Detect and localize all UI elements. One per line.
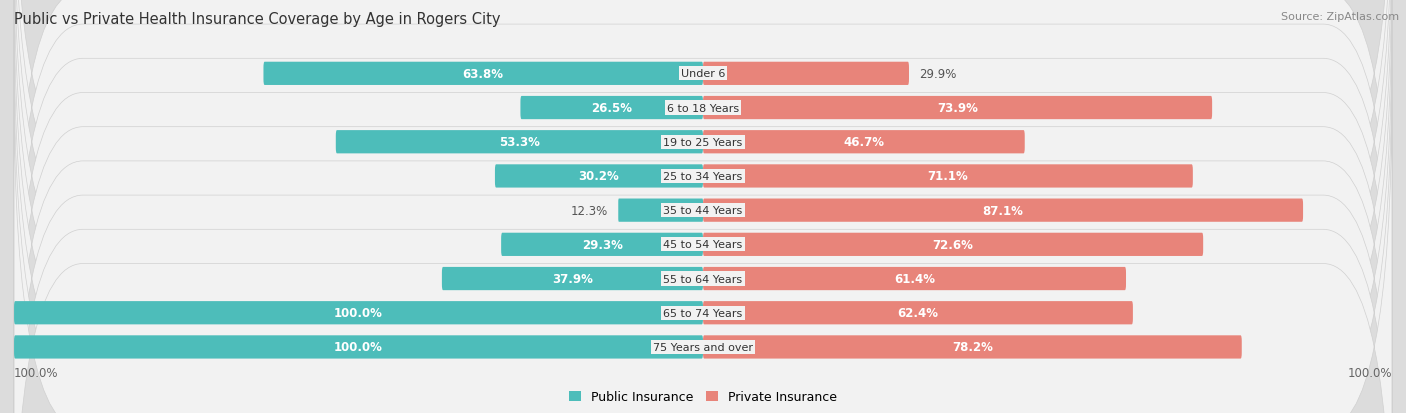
- Text: Under 6: Under 6: [681, 69, 725, 79]
- FancyBboxPatch shape: [14, 0, 1392, 413]
- FancyBboxPatch shape: [501, 233, 703, 256]
- Text: 62.4%: 62.4%: [897, 306, 938, 320]
- Text: 78.2%: 78.2%: [952, 341, 993, 354]
- Text: 12.3%: 12.3%: [571, 204, 607, 217]
- FancyBboxPatch shape: [14, 0, 1392, 413]
- Text: 29.9%: 29.9%: [920, 68, 956, 81]
- Text: 53.3%: 53.3%: [499, 136, 540, 149]
- Text: 100.0%: 100.0%: [335, 306, 382, 320]
- FancyBboxPatch shape: [14, 0, 1392, 400]
- Text: 73.9%: 73.9%: [938, 102, 979, 115]
- FancyBboxPatch shape: [336, 131, 703, 154]
- Text: 87.1%: 87.1%: [983, 204, 1024, 217]
- Text: 46.7%: 46.7%: [844, 136, 884, 149]
- Text: 55 to 64 Years: 55 to 64 Years: [664, 274, 742, 284]
- Text: 100.0%: 100.0%: [1347, 366, 1392, 379]
- Text: 63.8%: 63.8%: [463, 68, 503, 81]
- FancyBboxPatch shape: [441, 267, 703, 290]
- FancyBboxPatch shape: [619, 199, 703, 222]
- FancyBboxPatch shape: [703, 62, 910, 86]
- Text: 6 to 18 Years: 6 to 18 Years: [666, 103, 740, 113]
- FancyBboxPatch shape: [520, 97, 703, 120]
- Text: 30.2%: 30.2%: [579, 170, 620, 183]
- Text: 75 Years and over: 75 Years and over: [652, 342, 754, 352]
- Text: 61.4%: 61.4%: [894, 273, 935, 285]
- Text: 26.5%: 26.5%: [591, 102, 633, 115]
- FancyBboxPatch shape: [14, 335, 703, 359]
- Text: 19 to 25 Years: 19 to 25 Years: [664, 138, 742, 147]
- FancyBboxPatch shape: [14, 301, 703, 325]
- FancyBboxPatch shape: [703, 233, 1204, 256]
- FancyBboxPatch shape: [703, 335, 1241, 359]
- FancyBboxPatch shape: [703, 267, 1126, 290]
- Text: 45 to 54 Years: 45 to 54 Years: [664, 240, 742, 250]
- FancyBboxPatch shape: [703, 97, 1212, 120]
- FancyBboxPatch shape: [14, 0, 1392, 366]
- FancyBboxPatch shape: [14, 55, 1392, 413]
- FancyBboxPatch shape: [14, 89, 1392, 413]
- FancyBboxPatch shape: [703, 165, 1192, 188]
- Text: 72.6%: 72.6%: [932, 238, 973, 251]
- FancyBboxPatch shape: [14, 0, 1392, 413]
- Text: 25 to 34 Years: 25 to 34 Years: [664, 171, 742, 181]
- Text: 37.9%: 37.9%: [553, 273, 593, 285]
- FancyBboxPatch shape: [14, 0, 1392, 332]
- FancyBboxPatch shape: [703, 131, 1025, 154]
- Text: 100.0%: 100.0%: [14, 366, 59, 379]
- Text: 100.0%: 100.0%: [335, 341, 382, 354]
- FancyBboxPatch shape: [263, 62, 703, 86]
- FancyBboxPatch shape: [14, 21, 1392, 413]
- FancyBboxPatch shape: [703, 301, 1133, 325]
- Text: Public vs Private Health Insurance Coverage by Age in Rogers City: Public vs Private Health Insurance Cover…: [14, 12, 501, 27]
- Text: Source: ZipAtlas.com: Source: ZipAtlas.com: [1281, 12, 1399, 22]
- Text: 29.3%: 29.3%: [582, 238, 623, 251]
- Text: 65 to 74 Years: 65 to 74 Years: [664, 308, 742, 318]
- FancyBboxPatch shape: [495, 165, 703, 188]
- FancyBboxPatch shape: [703, 199, 1303, 222]
- Text: 71.1%: 71.1%: [928, 170, 969, 183]
- Text: 35 to 44 Years: 35 to 44 Years: [664, 206, 742, 216]
- Legend: Public Insurance, Private Insurance: Public Insurance, Private Insurance: [564, 385, 842, 408]
